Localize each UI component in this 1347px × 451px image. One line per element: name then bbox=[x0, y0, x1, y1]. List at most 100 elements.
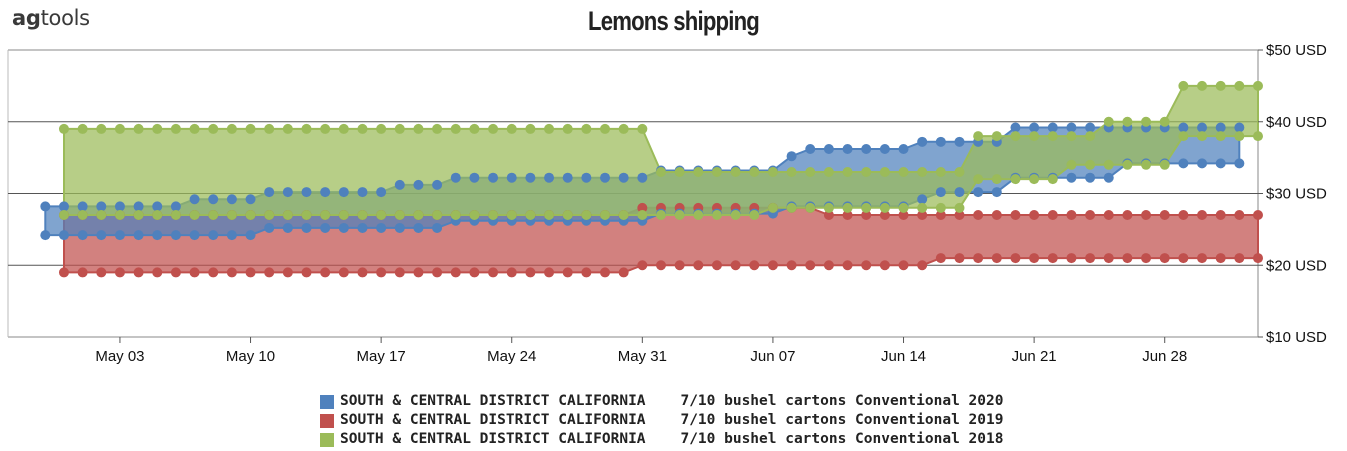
data-point-low[interactable] bbox=[1047, 174, 1058, 185]
data-point-low[interactable] bbox=[357, 210, 368, 221]
data-point-high[interactable] bbox=[525, 172, 536, 183]
data-point-high[interactable] bbox=[1215, 122, 1226, 133]
data-point-low[interactable] bbox=[77, 267, 88, 278]
data-point-high[interactable] bbox=[655, 166, 666, 177]
data-point-low[interactable] bbox=[842, 202, 853, 213]
data-point-high[interactable] bbox=[935, 136, 946, 147]
data-point-high[interactable] bbox=[282, 123, 293, 134]
data-point-high[interactable] bbox=[320, 123, 331, 134]
data-point-low[interactable] bbox=[749, 260, 760, 271]
data-point-high[interactable] bbox=[357, 187, 368, 198]
data-point-high[interactable] bbox=[935, 166, 946, 177]
data-point-high[interactable] bbox=[898, 144, 909, 155]
data-point-low[interactable] bbox=[973, 253, 984, 264]
data-point-low[interactable] bbox=[991, 174, 1002, 185]
data-point-low[interactable] bbox=[1234, 131, 1245, 142]
data-point-low[interactable] bbox=[767, 202, 778, 213]
data-point-low[interactable] bbox=[338, 210, 349, 221]
data-point-high[interactable] bbox=[1029, 210, 1040, 221]
data-point-high[interactable] bbox=[618, 172, 629, 183]
data-point-high[interactable] bbox=[935, 210, 946, 221]
data-point-low[interactable] bbox=[1029, 174, 1040, 185]
data-point-high[interactable] bbox=[637, 202, 648, 213]
data-point-high[interactable] bbox=[1029, 122, 1040, 133]
data-point-low[interactable] bbox=[600, 267, 611, 278]
data-point-low[interactable] bbox=[77, 210, 88, 221]
data-point-high[interactable] bbox=[1103, 116, 1114, 127]
data-point-high[interactable] bbox=[1047, 122, 1058, 133]
data-point-low[interactable] bbox=[432, 267, 443, 278]
data-point-low[interactable] bbox=[991, 187, 1002, 198]
data-point-high[interactable] bbox=[1234, 122, 1245, 133]
data-point-low[interactable] bbox=[394, 210, 405, 221]
data-point-low[interactable] bbox=[152, 210, 163, 221]
data-point-high[interactable] bbox=[1085, 122, 1096, 133]
data-point-high[interactable] bbox=[693, 166, 704, 177]
data-point-high[interactable] bbox=[1047, 210, 1058, 221]
data-point-low[interactable] bbox=[1103, 159, 1114, 170]
data-point-low[interactable] bbox=[655, 210, 666, 221]
data-point-high[interactable] bbox=[1197, 210, 1208, 221]
data-point-high[interactable] bbox=[879, 210, 890, 221]
data-point-high[interactable] bbox=[823, 166, 834, 177]
data-point-high[interactable] bbox=[618, 123, 629, 134]
data-point-low[interactable] bbox=[488, 267, 499, 278]
data-point-high[interactable] bbox=[152, 201, 163, 212]
data-point-low[interactable] bbox=[413, 267, 424, 278]
data-point-low[interactable] bbox=[357, 222, 368, 233]
data-point-low[interactable] bbox=[767, 260, 778, 271]
data-point-high[interactable] bbox=[767, 166, 778, 177]
data-point-high[interactable] bbox=[861, 210, 872, 221]
data-point-low[interactable] bbox=[637, 260, 648, 271]
data-point-low[interactable] bbox=[264, 222, 275, 233]
data-point-low[interactable] bbox=[693, 210, 704, 221]
data-point-high[interactable] bbox=[917, 166, 928, 177]
data-point-high[interactable] bbox=[226, 194, 237, 205]
data-point-high[interactable] bbox=[301, 187, 312, 198]
data-point-low[interactable] bbox=[786, 260, 797, 271]
data-point-low[interactable] bbox=[917, 202, 928, 213]
data-point-high[interactable] bbox=[861, 166, 872, 177]
data-point-high[interactable] bbox=[1234, 210, 1245, 221]
data-point-high[interactable] bbox=[1029, 131, 1040, 142]
data-point-high[interactable] bbox=[786, 151, 797, 162]
data-point-high[interactable] bbox=[1047, 131, 1058, 142]
data-point-high[interactable] bbox=[1122, 116, 1133, 127]
data-point-low[interactable] bbox=[301, 222, 312, 233]
data-point-low[interactable] bbox=[264, 210, 275, 221]
data-point-low[interactable] bbox=[581, 210, 592, 221]
data-point-low[interactable] bbox=[1234, 158, 1245, 169]
data-point-high[interactable] bbox=[1066, 210, 1077, 221]
data-point-low[interactable] bbox=[152, 230, 163, 241]
data-point-low[interactable] bbox=[1159, 159, 1170, 170]
data-point-low[interactable] bbox=[320, 222, 331, 233]
data-point-low[interactable] bbox=[114, 210, 125, 221]
data-point-high[interactable] bbox=[96, 123, 107, 134]
data-point-high[interactable] bbox=[1141, 210, 1152, 221]
data-point-low[interactable] bbox=[935, 202, 946, 213]
data-point-low[interactable] bbox=[1141, 159, 1152, 170]
data-point-low[interactable] bbox=[1066, 253, 1077, 264]
data-point-high[interactable] bbox=[861, 144, 872, 155]
data-point-low[interactable] bbox=[282, 222, 293, 233]
data-point-low[interactable] bbox=[1141, 253, 1152, 264]
data-point-high[interactable] bbox=[245, 194, 256, 205]
data-point-low[interactable] bbox=[320, 267, 331, 278]
data-point-low[interactable] bbox=[1253, 131, 1263, 142]
data-point-low[interactable] bbox=[637, 210, 648, 221]
data-point-low[interactable] bbox=[245, 210, 256, 221]
data-point-high[interactable] bbox=[506, 123, 517, 134]
data-point-low[interactable] bbox=[786, 202, 797, 213]
data-point-low[interactable] bbox=[711, 210, 722, 221]
data-point-high[interactable] bbox=[711, 166, 722, 177]
data-point-low[interactable] bbox=[394, 267, 405, 278]
data-point-low[interactable] bbox=[58, 230, 69, 241]
data-point-low[interactable] bbox=[1047, 253, 1058, 264]
data-point-low[interactable] bbox=[973, 174, 984, 185]
data-point-high[interactable] bbox=[320, 187, 331, 198]
data-point-low[interactable] bbox=[954, 187, 965, 198]
data-point-high[interactable] bbox=[40, 201, 51, 212]
data-point-low[interactable] bbox=[1010, 253, 1021, 264]
data-point-low[interactable] bbox=[432, 210, 443, 221]
data-point-high[interactable] bbox=[730, 166, 741, 177]
